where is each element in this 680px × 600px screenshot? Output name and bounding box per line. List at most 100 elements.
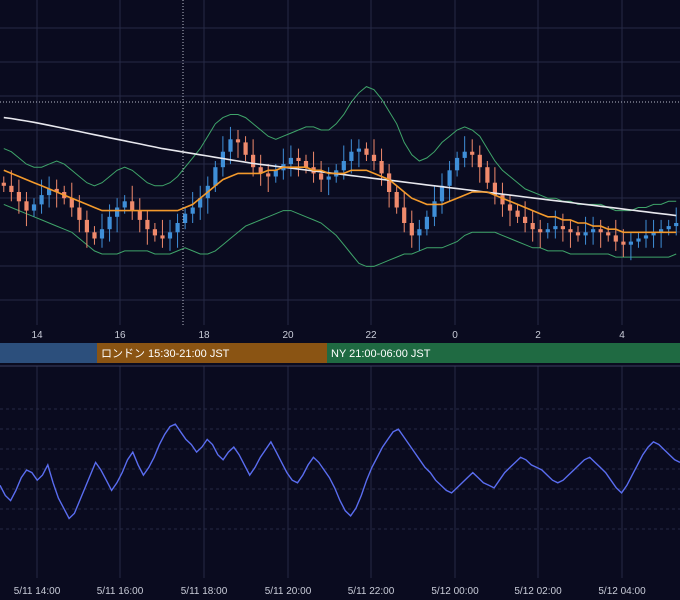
session-segment <box>97 343 327 363</box>
session-bar: ロンドン 15:30-21:00 JST NY 21:00-06:00 JST <box>0 343 680 363</box>
time-tick-label: 5/12 02:00 <box>514 586 562 597</box>
candle-body <box>190 207 195 214</box>
candle-body <box>175 223 180 233</box>
candle-body <box>530 223 535 230</box>
candle-body <box>152 229 157 236</box>
candle-body <box>507 204 513 211</box>
candle-body <box>167 232 173 239</box>
candle-body <box>371 154 377 161</box>
candle-body <box>107 216 112 230</box>
time-tick-label: 5/11 22:00 <box>348 586 395 597</box>
candle-body <box>583 232 588 236</box>
candle-body <box>145 219 150 230</box>
time-x-axis: 5/11 14:00 5/11 16:00 5/11 18:00 5/11 20:00… <box>14 586 646 597</box>
x-tick-label: 0 <box>452 330 458 341</box>
candle-body <box>439 185 445 202</box>
candle-body <box>568 229 573 233</box>
candle-body <box>288 157 293 165</box>
candle-body <box>137 210 142 220</box>
bollinger-lower-line <box>3 203 677 267</box>
short-moving-average-line <box>3 166 677 234</box>
candle-body <box>115 207 120 217</box>
candle-body <box>92 232 97 239</box>
candle-body <box>500 195 505 205</box>
candle-body <box>84 219 89 233</box>
candle-body <box>470 151 475 155</box>
session-segment <box>327 343 680 363</box>
candle-body <box>39 195 44 205</box>
x-tick-label: 18 <box>198 330 210 341</box>
candle-body <box>515 210 520 217</box>
candle-body <box>659 229 664 233</box>
x-tick-label: 14 <box>31 330 43 341</box>
candle-body <box>409 223 414 236</box>
time-tick-label: 5/11 16:00 <box>97 586 144 597</box>
candle-body <box>545 229 550 233</box>
price-x-axis: 14 16 18 20 22 0 2 4 <box>31 330 625 341</box>
candle-body <box>394 192 399 208</box>
candle-body <box>122 201 127 208</box>
candle-body <box>643 235 649 239</box>
candle-body <box>424 216 429 230</box>
candle-body <box>379 161 384 174</box>
candle-body <box>538 229 543 233</box>
session-label: ロンドン 15:30-21:00 JST <box>101 348 230 360</box>
candle-body <box>9 185 14 192</box>
candle-body <box>228 139 233 152</box>
x-tick-label: 2 <box>535 330 541 341</box>
candle-body <box>636 238 641 242</box>
candle-body <box>319 173 324 180</box>
candle-body <box>77 207 82 220</box>
candle-body <box>651 232 656 236</box>
candle-body <box>485 167 490 183</box>
x-tick-label: 16 <box>114 330 126 341</box>
session-segment <box>0 343 97 363</box>
oscillator-series <box>0 423 680 520</box>
candle-body <box>364 148 369 155</box>
candle-body <box>492 182 497 196</box>
candle-body <box>417 229 422 236</box>
candle-body <box>606 232 611 236</box>
candle-body <box>251 154 256 168</box>
candle-body <box>560 226 565 230</box>
candle-body <box>575 232 581 236</box>
candle-body <box>198 198 203 208</box>
x-tick-label: 4 <box>619 330 625 341</box>
time-tick-label: 5/11 14:00 <box>14 586 61 597</box>
candle-body <box>47 188 52 196</box>
candle-body <box>523 216 528 223</box>
candle-body <box>447 170 452 186</box>
candle-body <box>455 157 460 171</box>
candle-body <box>598 229 603 233</box>
candle-body <box>1 182 6 186</box>
candle-body <box>349 151 354 161</box>
candle-body <box>243 142 248 155</box>
time-tick-label: 5/11 20:00 <box>265 586 312 597</box>
moving-averages <box>3 116 677 234</box>
candle-body <box>160 235 165 239</box>
candle-body <box>613 235 618 242</box>
candle-body <box>326 176 331 180</box>
candle-body <box>24 201 29 211</box>
candle-body <box>99 229 105 239</box>
candle-body <box>258 167 263 174</box>
candle-body <box>296 157 301 161</box>
candle-body <box>69 198 74 208</box>
candle-body <box>432 201 437 217</box>
candle-body <box>387 173 392 192</box>
session-label: NY 21:00-06:00 JST <box>331 348 431 360</box>
candle-body <box>356 148 361 152</box>
candle-body <box>130 201 135 211</box>
candle-body <box>16 192 21 202</box>
x-tick-label: 22 <box>365 330 377 341</box>
candle-body <box>553 226 558 230</box>
candle-body <box>402 207 407 223</box>
candle-body <box>477 154 482 168</box>
candle-body <box>213 167 218 186</box>
candle-body <box>235 139 241 143</box>
time-tick-label: 5/12 04:00 <box>598 586 646 597</box>
candle-body <box>54 188 59 192</box>
candle-body <box>621 241 626 245</box>
oscillator-panel-grid <box>0 366 680 578</box>
